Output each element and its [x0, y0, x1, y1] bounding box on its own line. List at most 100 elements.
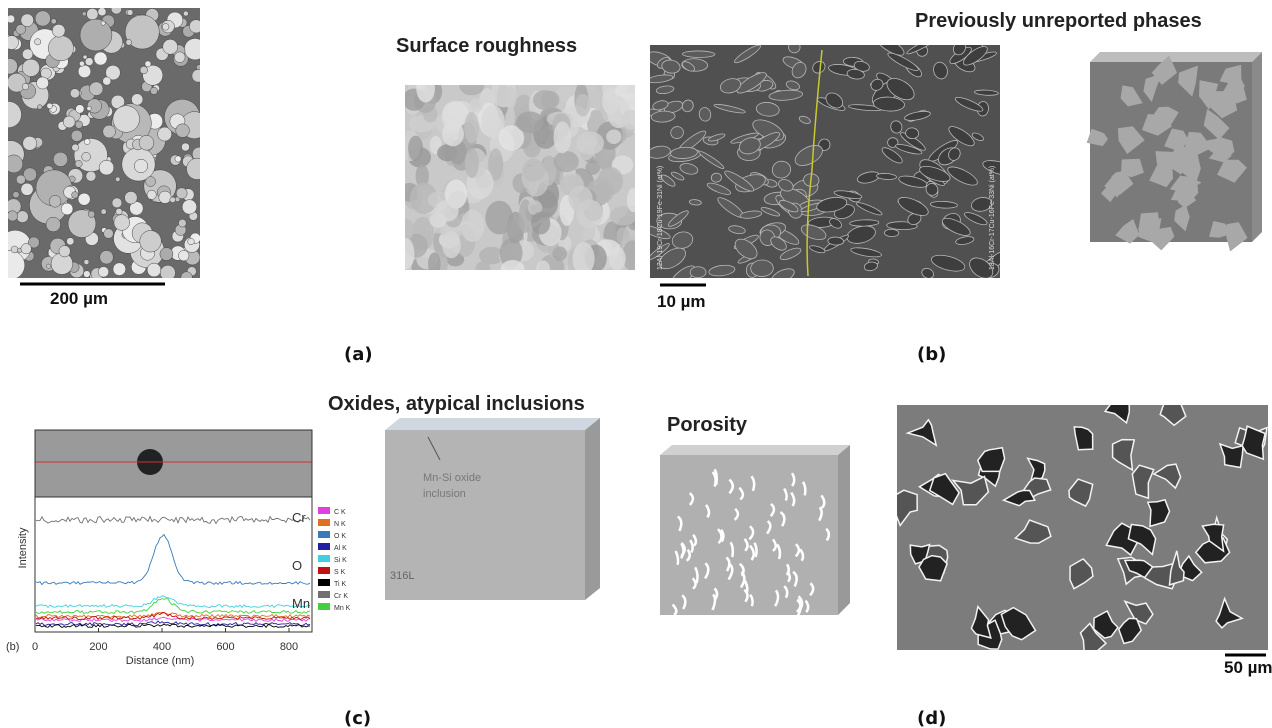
roughness-grain [469, 99, 483, 113]
particle [11, 246, 18, 253]
pore [1074, 427, 1092, 450]
particle [35, 11, 50, 26]
roughness-grain [398, 238, 414, 269]
roughness-grain [597, 167, 623, 195]
scale-bar-label: 50 µm [1224, 658, 1272, 677]
trace [36, 517, 310, 524]
particle [104, 229, 114, 239]
particle [98, 267, 109, 278]
particle [47, 103, 53, 109]
legend-label: S K [334, 569, 346, 576]
particle [160, 265, 175, 280]
particle [89, 82, 103, 96]
trace [36, 596, 310, 608]
particle [131, 94, 143, 106]
grain [751, 260, 774, 277]
particle [71, 130, 82, 141]
particle [22, 49, 33, 60]
annotation: Mn-Si oxide [423, 472, 481, 484]
particle [176, 124, 190, 138]
particle [113, 263, 126, 276]
roughness-grain [536, 260, 550, 277]
panel-label: (b) [917, 344, 946, 365]
curve-label: O [292, 558, 302, 573]
grain [828, 237, 844, 246]
roughness-grain [606, 130, 621, 144]
particle [61, 203, 73, 215]
panel-label: (c) [344, 708, 371, 728]
particle [103, 125, 116, 138]
particle [163, 39, 178, 54]
particle [178, 219, 186, 227]
particle [5, 36, 19, 50]
scale-bar-label: 10 µm [657, 292, 706, 311]
particle [86, 171, 96, 181]
legend-label: O K [334, 533, 346, 540]
particle [116, 208, 122, 214]
particle [114, 215, 130, 231]
legend-label: Al K [334, 545, 347, 552]
legend-label: Mn K [334, 605, 351, 612]
particle [72, 144, 79, 151]
particle [52, 24, 65, 37]
roughness-grain [622, 109, 642, 129]
particle [100, 250, 114, 264]
particle [170, 197, 176, 203]
particle [37, 77, 49, 89]
particle [127, 10, 133, 16]
grain [690, 267, 706, 278]
particle [113, 106, 140, 133]
particle [22, 59, 39, 76]
particle [7, 73, 26, 92]
particle [84, 259, 89, 264]
particle [146, 177, 156, 187]
sub-label: (b) [6, 641, 19, 653]
particle [13, 191, 19, 197]
particle [182, 200, 197, 215]
legend-swatch [318, 531, 330, 538]
particle [87, 8, 99, 20]
roughness-grain [615, 82, 642, 98]
particle [139, 135, 154, 150]
particle [111, 4, 121, 14]
particle [160, 248, 173, 261]
porosity-schematic [660, 445, 850, 616]
roughness-grain [575, 94, 590, 116]
particle [145, 61, 151, 67]
roughness-grain [408, 136, 423, 162]
roughness-grain [442, 231, 461, 258]
particle [174, 52, 185, 63]
roughness-grain [435, 200, 458, 222]
legend-label: N K [334, 521, 346, 528]
roughness-grain [475, 261, 490, 277]
roughness-grain [465, 148, 479, 178]
roughness-grain [531, 212, 550, 235]
particle [192, 69, 205, 82]
sem-image-b [638, 30, 1018, 289]
panel-title: Surface roughness [396, 35, 577, 57]
particle [83, 271, 90, 278]
particle [178, 250, 189, 261]
roughness-grain [522, 159, 545, 182]
particle [115, 177, 120, 182]
material-label: 316L [390, 570, 414, 582]
legend-label: Cr K [334, 593, 348, 600]
particle [101, 21, 105, 25]
legend-swatch [318, 543, 330, 550]
particle [94, 52, 107, 65]
roughness-grain [416, 75, 435, 103]
particle [7, 211, 17, 221]
particle [82, 12, 86, 16]
particle [21, 244, 31, 254]
particle [35, 39, 41, 45]
particle [78, 193, 90, 205]
particle [99, 160, 114, 175]
roughness-grain [442, 122, 464, 147]
scale-bar-label: 200 µm [50, 289, 108, 308]
particle [80, 19, 112, 51]
particle [78, 65, 91, 78]
particle [83, 55, 87, 59]
particle [53, 152, 68, 167]
roughness-grain [568, 186, 592, 212]
roughness-grain [576, 131, 604, 154]
